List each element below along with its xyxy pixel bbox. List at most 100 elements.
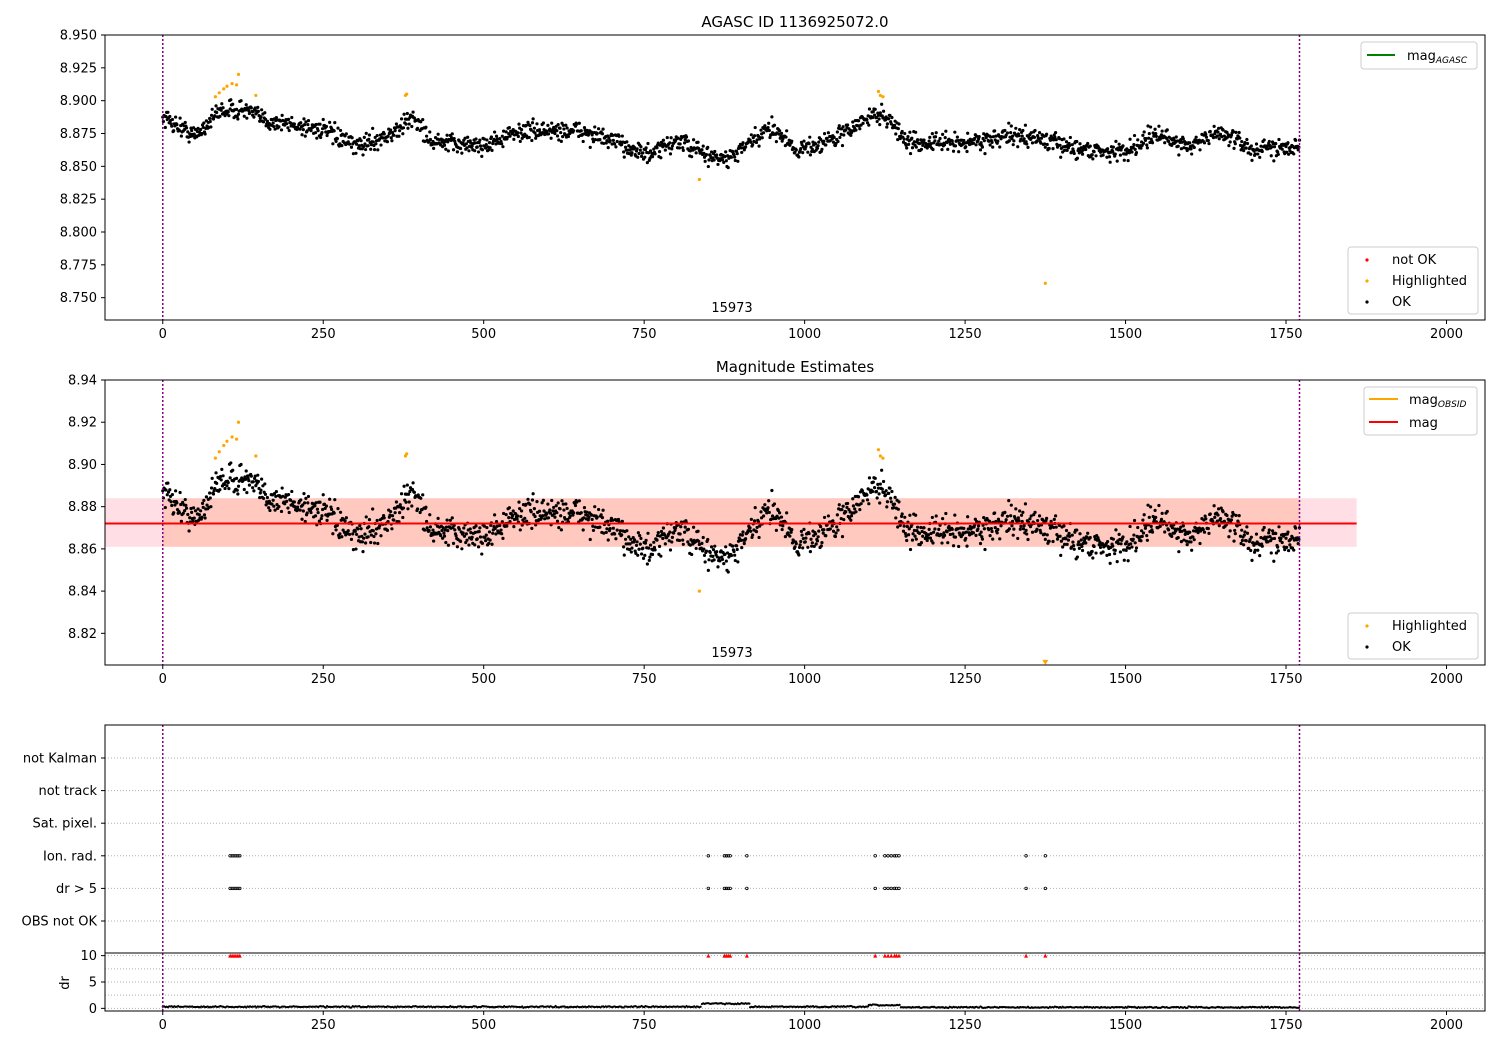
- ok-point: [1121, 144, 1125, 148]
- ok-point: [358, 523, 362, 528]
- ok-point: [453, 528, 457, 532]
- ok-point: [637, 547, 641, 551]
- ok-point: [717, 556, 721, 560]
- ok-point: [987, 139, 991, 143]
- ok-point: [933, 527, 937, 531]
- ok-point: [1288, 543, 1292, 547]
- ok-point: [808, 550, 813, 554]
- ok-point: [585, 510, 589, 514]
- ok-point: [226, 481, 230, 485]
- ok-point: [740, 533, 744, 537]
- ok-point: [190, 128, 194, 133]
- highlighted-point: [236, 420, 241, 424]
- ok-point: [1163, 141, 1167, 145]
- ok-point: [390, 527, 394, 531]
- ok-point: [858, 127, 862, 131]
- ok-point: [851, 120, 855, 124]
- ok-point: [315, 136, 319, 140]
- ok-point: [815, 539, 820, 543]
- y-tick-label: 0: [89, 1002, 97, 1017]
- ok-point: [1189, 147, 1193, 151]
- ok-point: [215, 110, 219, 115]
- ok-point: [453, 139, 457, 143]
- ok-point: [1017, 519, 1021, 523]
- ok-point: [653, 548, 657, 552]
- ok-point: [505, 524, 509, 528]
- ok-point: [1018, 509, 1022, 513]
- ok-point: [988, 534, 992, 538]
- ok-point: [480, 154, 484, 159]
- ok-point: [1018, 128, 1022, 132]
- ok-point: [561, 135, 565, 139]
- ok-point: [427, 528, 431, 533]
- ok-point: [659, 156, 663, 160]
- ok-point: [807, 142, 811, 146]
- ok-point: [1017, 134, 1021, 138]
- ok-point: [1276, 545, 1280, 549]
- ok-point: [466, 135, 470, 139]
- ok-point: [446, 543, 450, 547]
- dr-clipped-marker: [873, 953, 878, 958]
- ok-point: [313, 504, 317, 508]
- ok-point: [550, 498, 554, 503]
- ok-point: [760, 136, 764, 140]
- ok-point: [173, 503, 177, 507]
- ok-point: [323, 506, 327, 511]
- ok-point: [810, 544, 814, 548]
- ok-point: [1029, 514, 1033, 518]
- ok-point: [1198, 148, 1202, 152]
- flag-point: [236, 854, 240, 858]
- ok-point: [789, 530, 793, 534]
- ok-point: [1250, 558, 1254, 562]
- ok-point: [1061, 545, 1065, 549]
- flag-point: [745, 886, 749, 891]
- ok-point: [941, 132, 945, 136]
- ok-point: [1249, 152, 1253, 156]
- ok-point: [1274, 142, 1278, 146]
- ok-point: [896, 507, 900, 511]
- ok-point: [1217, 126, 1221, 130]
- highlighted-point: [217, 450, 221, 454]
- ok-point: [170, 117, 174, 122]
- ok-point: [334, 528, 338, 532]
- ok-point: [643, 553, 647, 557]
- ok-point: [371, 140, 375, 144]
- ok-point: [1243, 141, 1247, 145]
- ok-point: [1266, 147, 1270, 151]
- ok-point: [625, 529, 629, 533]
- flag-point: [886, 854, 890, 858]
- ok-point: [473, 149, 477, 153]
- ok-point: [407, 500, 411, 504]
- ok-point: [790, 528, 794, 532]
- flag-point: [728, 886, 732, 891]
- ok-point: [948, 142, 952, 146]
- ok-point: [582, 506, 587, 510]
- ok-point: [325, 133, 329, 138]
- ok-point: [878, 501, 882, 505]
- ok-point: [1054, 138, 1058, 142]
- ok-point: [906, 134, 910, 139]
- ok-point: [1256, 152, 1260, 156]
- x-tick-label: 2000: [1430, 1018, 1463, 1033]
- clipped-point-marker: [1042, 659, 1049, 665]
- ok-point: [622, 553, 626, 557]
- ok-point: [213, 114, 217, 118]
- ok-point: [567, 511, 571, 515]
- ok-point: [461, 531, 465, 535]
- ok-point: [283, 495, 287, 499]
- ok-point: [618, 140, 623, 144]
- ok-point: [593, 125, 597, 129]
- ok-point: [613, 532, 617, 536]
- ok-point: [761, 131, 766, 135]
- ok-point: [907, 142, 911, 146]
- ok-point: [1249, 144, 1253, 148]
- ok-point: [247, 109, 251, 113]
- flag-point: [1043, 854, 1048, 858]
- legend2-highlighted-label: Highlighted: [1392, 619, 1467, 634]
- ok-point: [184, 503, 188, 507]
- ok-point: [859, 502, 863, 506]
- ok-point: [1179, 138, 1183, 142]
- ok-point: [564, 502, 568, 506]
- ok-point: [557, 138, 561, 142]
- ok-point: [325, 518, 329, 522]
